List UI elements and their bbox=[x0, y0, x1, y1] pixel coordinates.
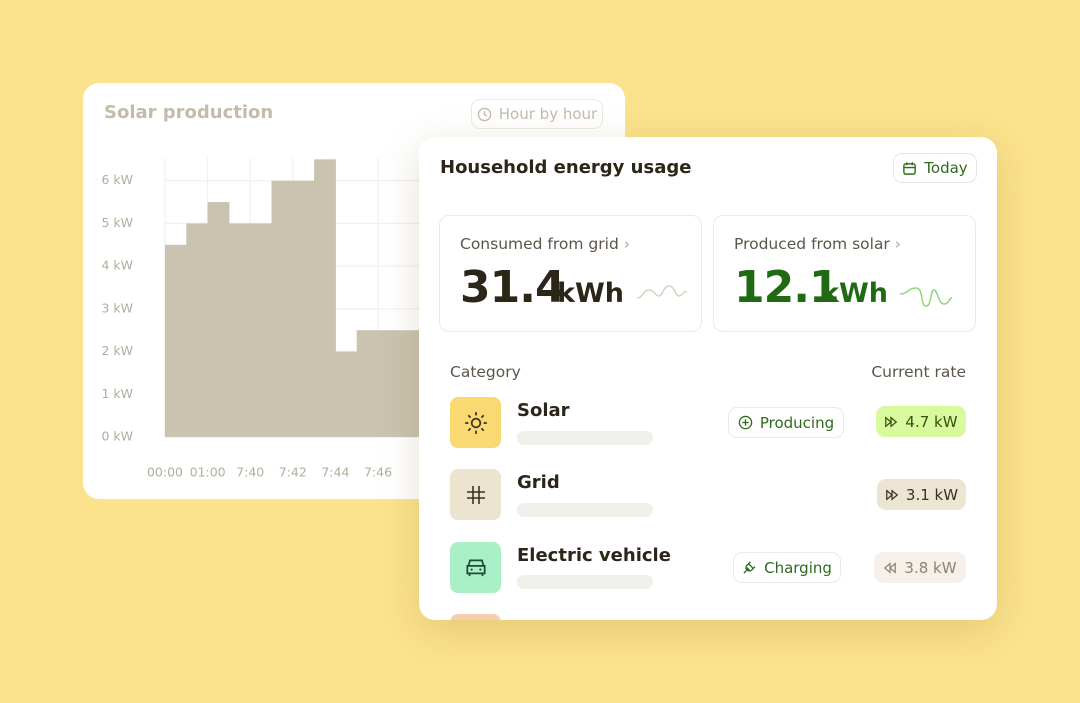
status-label: Charging bbox=[764, 558, 832, 577]
calendar-icon bbox=[903, 161, 917, 175]
grid-icon bbox=[450, 469, 501, 520]
stat-label: Produced from solar › bbox=[734, 235, 901, 253]
x-tick-label: 7:40 bbox=[236, 465, 264, 480]
rate-pill: 3.1 kW bbox=[877, 479, 966, 510]
area-step bbox=[378, 330, 400, 437]
area-step bbox=[314, 159, 336, 437]
button-label: Hour by hour bbox=[498, 105, 598, 123]
stat-unit: kWh bbox=[821, 278, 888, 309]
area-step bbox=[356, 330, 379, 437]
clock-icon bbox=[477, 107, 492, 121]
sparkline bbox=[899, 287, 953, 307]
column-header: Category bbox=[450, 363, 521, 381]
y-tick-label: 1 kW bbox=[101, 386, 133, 401]
rate-pill: 3.8 kW bbox=[874, 552, 966, 583]
area-step bbox=[250, 223, 272, 437]
status-pill: Producing bbox=[728, 407, 844, 438]
stat-value: 31.4 bbox=[460, 262, 566, 313]
stat-value: 12.1 bbox=[734, 262, 840, 313]
y-tick-label: 4 kW bbox=[101, 258, 133, 273]
card-title: Solar production bbox=[104, 102, 274, 123]
card-title: Household energy usage bbox=[440, 157, 692, 178]
button-label: Today bbox=[924, 159, 968, 177]
area-step bbox=[165, 244, 187, 437]
row-name: Grid bbox=[517, 472, 560, 493]
stat-card[interactable]: Produced from solar › 12.1 kWh bbox=[713, 215, 976, 332]
stat-label-text: Produced from solar bbox=[734, 235, 890, 253]
stat-label: Consumed from grid › bbox=[460, 235, 630, 253]
solar-icon bbox=[450, 397, 501, 448]
rate-label: 3.8 kW bbox=[904, 558, 957, 577]
usage-card: Household energy usage Today Consumed fr… bbox=[419, 137, 997, 620]
today-button[interactable]: Today bbox=[893, 153, 977, 183]
sparkline bbox=[636, 285, 688, 299]
rate-label: 3.1 kW bbox=[905, 485, 959, 504]
car-icon bbox=[450, 542, 501, 593]
area-step bbox=[228, 223, 251, 437]
x-tick-label: 7:44 bbox=[321, 465, 349, 480]
area-step bbox=[335, 351, 358, 437]
y-tick-label: 5 kW bbox=[101, 215, 133, 230]
area-step bbox=[399, 330, 422, 437]
area-step bbox=[207, 202, 230, 437]
rate-label: 4.7 kW bbox=[905, 412, 958, 431]
area-step bbox=[292, 180, 315, 437]
y-tick-label: 2 kW bbox=[101, 343, 133, 358]
x-tick-label: 01:00 bbox=[190, 465, 226, 480]
placeholder-bar bbox=[517, 431, 653, 445]
stat-label-text: Consumed from grid bbox=[460, 235, 619, 253]
y-tick-label: 6 kW bbox=[101, 172, 133, 187]
row-name: Electric vehicle bbox=[517, 545, 671, 566]
area-step bbox=[186, 223, 209, 437]
rate-pill: 4.7 kW bbox=[876, 406, 966, 437]
x-tick-label: 00:00 bbox=[147, 465, 183, 480]
x-tick-label: 7:42 bbox=[279, 465, 307, 480]
status-label: Producing bbox=[759, 413, 835, 432]
x-tick-label: 7:46 bbox=[364, 465, 392, 480]
hour-button[interactable]: Hour by hour bbox=[471, 99, 603, 129]
stat-unit: kWh bbox=[557, 278, 624, 309]
area-step bbox=[271, 180, 294, 437]
stat-card[interactable]: Consumed from grid › 31.4 kWh bbox=[439, 215, 702, 332]
placeholder-bar bbox=[517, 575, 653, 589]
row-name: Solar bbox=[517, 400, 570, 421]
row-icon bbox=[450, 614, 501, 620]
column-header: Current rate bbox=[871, 363, 966, 381]
chart: 0 kW 1 kW 2 kW 3 kW 4 kW 5 kW 6 kW 00:00 01:00 7:… bbox=[101, 158, 541, 480]
y-tick-label: 3 kW bbox=[101, 300, 133, 315]
y-tick-label: 0 kW bbox=[101, 429, 133, 444]
placeholder-bar bbox=[517, 503, 653, 517]
status-pill: Charging bbox=[733, 552, 841, 583]
